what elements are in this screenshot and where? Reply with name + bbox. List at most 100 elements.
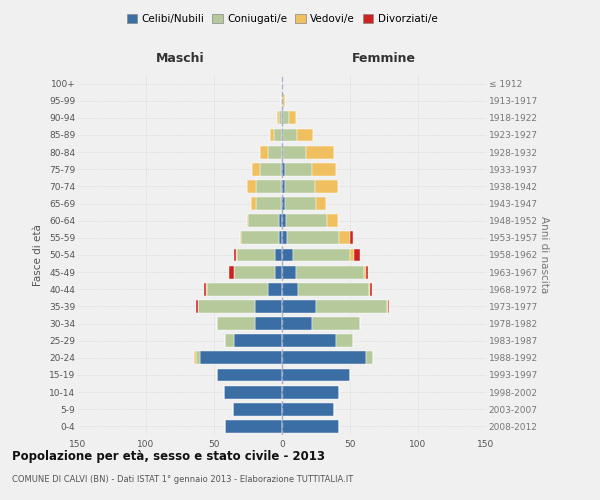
Bar — [369, 283, 370, 296]
Bar — [279, 232, 282, 244]
Y-axis label: Fasce di età: Fasce di età — [34, 224, 43, 286]
Bar — [337, 334, 353, 347]
Bar — [354, 248, 359, 262]
Bar — [282, 386, 339, 398]
Bar — [307, 146, 334, 158]
Bar — [282, 146, 283, 158]
Bar — [282, 283, 298, 296]
Bar — [285, 180, 314, 193]
Bar — [298, 283, 369, 296]
Bar — [229, 266, 235, 278]
Bar — [316, 197, 326, 210]
Bar — [281, 197, 282, 210]
Bar — [282, 403, 334, 415]
Bar — [248, 214, 279, 227]
Bar — [282, 248, 293, 262]
Bar — [282, 300, 316, 313]
Bar — [260, 146, 268, 158]
Bar — [224, 386, 282, 398]
Bar — [283, 94, 285, 107]
Bar — [364, 266, 367, 278]
Bar — [312, 163, 337, 175]
Bar — [225, 334, 235, 347]
Bar — [207, 283, 268, 296]
Bar — [282, 420, 339, 433]
Bar — [282, 368, 350, 382]
Bar — [225, 420, 282, 433]
Bar — [275, 266, 282, 278]
Bar — [367, 266, 368, 278]
Bar — [370, 283, 372, 296]
Bar — [282, 94, 283, 107]
Bar — [312, 317, 359, 330]
Bar — [233, 403, 282, 415]
Bar — [281, 180, 282, 193]
Bar — [282, 163, 285, 175]
Bar — [205, 283, 206, 296]
Bar — [274, 128, 282, 141]
Bar — [197, 300, 255, 313]
Bar — [255, 317, 282, 330]
Bar — [283, 112, 289, 124]
Bar — [282, 112, 283, 124]
Bar — [256, 197, 281, 210]
Bar — [196, 300, 197, 313]
Bar — [217, 368, 282, 382]
Bar — [268, 146, 282, 158]
Bar — [237, 248, 275, 262]
Bar — [285, 197, 316, 210]
Bar — [297, 128, 313, 141]
Text: COMUNE DI CALVI (BN) - Dati ISTAT 1° gennaio 2013 - Elaborazione TUTTITALIA.IT: COMUNE DI CALVI (BN) - Dati ISTAT 1° gen… — [12, 475, 353, 484]
Bar — [196, 352, 200, 364]
Bar — [283, 146, 307, 158]
Bar — [367, 352, 373, 364]
Bar — [256, 180, 281, 193]
Bar — [296, 266, 364, 278]
Bar — [282, 352, 367, 364]
Bar — [282, 214, 286, 227]
Bar — [200, 352, 282, 364]
Bar — [247, 214, 248, 227]
Y-axis label: Anni di nascita: Anni di nascita — [539, 216, 549, 294]
Bar — [279, 214, 282, 227]
Bar — [314, 180, 338, 193]
Bar — [387, 300, 388, 313]
Bar — [282, 266, 296, 278]
Bar — [252, 163, 260, 175]
Legend: Celibi/Nubili, Coniugati/e, Vedovi/e, Divorziati/e: Celibi/Nubili, Coniugati/e, Vedovi/e, Di… — [122, 10, 442, 29]
Bar — [270, 128, 274, 141]
Bar — [283, 128, 297, 141]
Bar — [282, 232, 287, 244]
Bar — [206, 283, 207, 296]
Bar — [251, 197, 256, 210]
Bar — [293, 248, 350, 262]
Bar — [327, 214, 338, 227]
Bar — [275, 248, 282, 262]
Bar — [236, 248, 237, 262]
Bar — [241, 232, 279, 244]
Text: Maschi: Maschi — [155, 52, 205, 64]
Bar — [281, 94, 282, 107]
Bar — [282, 128, 283, 141]
Bar — [281, 163, 282, 175]
Bar — [350, 232, 353, 244]
Bar — [279, 112, 282, 124]
Text: Popolazione per età, sesso e stato civile - 2013: Popolazione per età, sesso e stato civil… — [12, 450, 325, 463]
Bar — [217, 317, 255, 330]
Bar — [287, 232, 339, 244]
Bar — [282, 334, 337, 347]
Bar — [282, 197, 285, 210]
Bar — [260, 163, 281, 175]
Bar — [268, 283, 282, 296]
Bar — [282, 317, 312, 330]
Bar — [235, 266, 275, 278]
Bar — [282, 77, 283, 90]
Bar — [286, 214, 327, 227]
Bar — [350, 248, 354, 262]
Bar — [285, 163, 312, 175]
Text: Femmine: Femmine — [352, 52, 416, 64]
Bar — [339, 232, 350, 244]
Bar — [388, 300, 389, 313]
Bar — [289, 112, 296, 124]
Bar — [194, 352, 196, 364]
